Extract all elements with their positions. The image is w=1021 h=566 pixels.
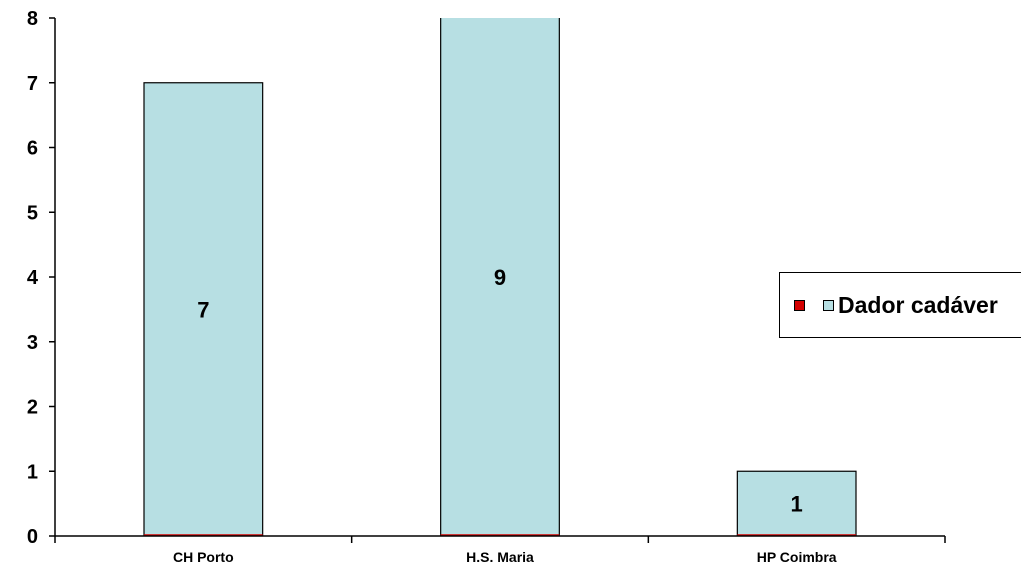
y-tick-label: 6 (27, 138, 38, 160)
legend: Dador cadáver (779, 272, 1021, 338)
y-tick-label: 7 (27, 73, 38, 95)
bar-series-2 (143, 82, 264, 536)
y-tick-label: 5 (27, 202, 38, 224)
bar-series-2 (440, 18, 560, 536)
x-tick-label: H.S. Maria (466, 549, 534, 565)
y-tick-label: 1 (27, 461, 38, 483)
bar-series-2 (736, 470, 857, 536)
data-label: 1 (791, 492, 803, 517)
y-tick-label: 2 (27, 397, 38, 419)
data-label: 7 (197, 297, 209, 322)
y-tick-label: 8 (27, 8, 38, 30)
x-tick-label: HP Coimbra (757, 549, 837, 565)
legend-swatch-series-2 (823, 299, 834, 311)
y-tick-label: 4 (27, 267, 39, 289)
x-tick-label: CH Porto (173, 549, 234, 565)
legend-swatch-series-1 (794, 299, 805, 311)
legend-label: Dador cadáver (838, 291, 998, 318)
y-tick-label: 0 (27, 526, 38, 548)
y-tick-label: 3 (27, 332, 38, 354)
data-label: 9 (494, 265, 506, 290)
